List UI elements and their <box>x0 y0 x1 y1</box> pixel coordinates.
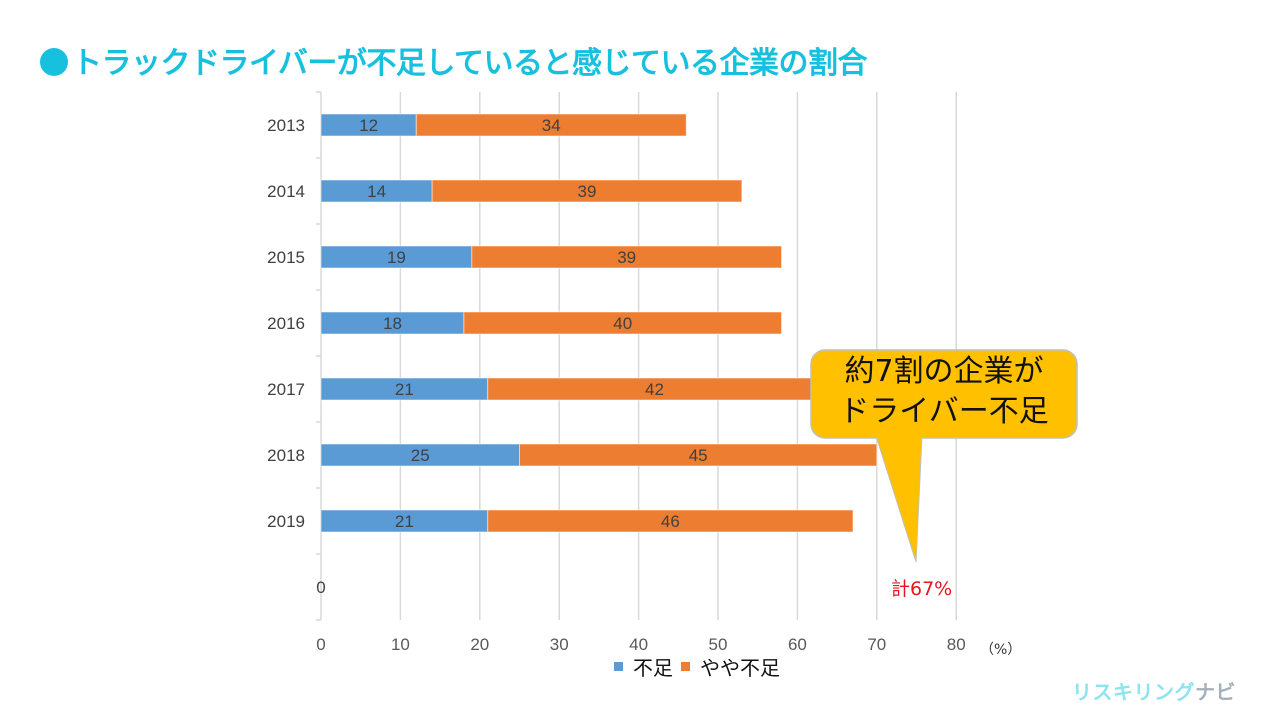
callout-pointer-fill <box>877 437 921 560</box>
x-tick-label: 30 <box>550 635 569 654</box>
x-axis-unit: （%） <box>980 642 1022 658</box>
data-label: 21 <box>395 380 414 399</box>
chart-title: トラックドライバーが不足していると感じている企業の割合 <box>40 38 868 82</box>
callout-box <box>810 349 1078 439</box>
legend: 不足 やや不足 <box>614 652 780 681</box>
brand-part-2: ナビ <box>1195 680 1236 704</box>
data-label: 34 <box>542 116 561 135</box>
callout-line-2: ドライバー不足 <box>839 394 1049 429</box>
bars: 12 34 14 39 19 39 18 40 21 42 25 45 21 46 <box>320 113 878 533</box>
data-label: 12 <box>359 116 378 135</box>
bullet-circle-icon <box>40 48 68 76</box>
x-tick-label: 70 <box>867 635 886 654</box>
y-category-label: 2019 <box>267 512 305 531</box>
data-label: 25 <box>411 446 430 465</box>
y-category-label: 2018 <box>267 446 305 465</box>
x-tick-label: 60 <box>788 635 807 654</box>
x-tick-label: 0 <box>316 635 325 654</box>
x-tick-label: 80 <box>947 635 966 654</box>
callout-text: 約7割の企業が ドライバー不足 <box>812 352 1076 432</box>
legend-swatch-blue <box>614 662 623 671</box>
chart-title-text: トラックドライバーが不足していると感じている企業の割合 <box>72 46 868 81</box>
y-category-label: 2013 <box>267 116 305 135</box>
y-category-label: 2017 <box>267 380 305 399</box>
data-label: 18 <box>383 314 402 333</box>
y-category-label: 2016 <box>267 314 305 333</box>
x-axis-ticks: 0 10 20 30 40 50 60 70 80 <box>316 635 965 654</box>
y-category-label: 2015 <box>267 248 305 267</box>
data-label: 39 <box>578 182 597 201</box>
callout-bubble <box>810 349 1078 563</box>
y-category-label: 0 <box>316 578 325 597</box>
legend-label: 不足 <box>633 656 673 680</box>
bar-segment-yaya-fusoku <box>415 113 687 137</box>
legend-item-fusoku: 不足 <box>614 652 673 681</box>
y-axis: 2013 2014 2015 2016 2017 2018 2019 0 <box>267 91 326 621</box>
x-tick-label: 10 <box>391 635 410 654</box>
legend-item-yaya-fusoku: やや不足 <box>681 652 780 681</box>
brand-logo: リスキリングナビ <box>1072 676 1236 705</box>
data-label: 42 <box>645 380 664 399</box>
x-tick-label: 20 <box>470 635 489 654</box>
bar-segment-yaya-fusoku <box>431 179 743 203</box>
legend-label: やや不足 <box>700 656 780 680</box>
data-label: 14 <box>367 182 386 201</box>
brand-part-1: リスキリング <box>1072 680 1195 704</box>
data-label: 21 <box>395 512 414 531</box>
x-tick-label: 50 <box>709 635 728 654</box>
data-label: 19 <box>387 248 406 267</box>
data-label: 40 <box>613 314 632 333</box>
bar-segment-yaya-fusoku <box>487 509 854 533</box>
bar-segment-yaya-fusoku <box>463 311 783 335</box>
total-label: 計67% <box>891 578 953 600</box>
bar-segment-yaya-fusoku <box>471 245 783 269</box>
y-category-label: 2014 <box>267 182 305 201</box>
legend-swatch-orange <box>681 662 690 671</box>
x-tick-label: 40 <box>629 635 648 654</box>
callout-line-1: 約7割の企業が <box>844 354 1044 389</box>
data-label: 45 <box>689 446 708 465</box>
data-label: 46 <box>661 512 680 531</box>
data-label: 39 <box>617 248 636 267</box>
bar-segment-yaya-fusoku <box>519 443 878 467</box>
